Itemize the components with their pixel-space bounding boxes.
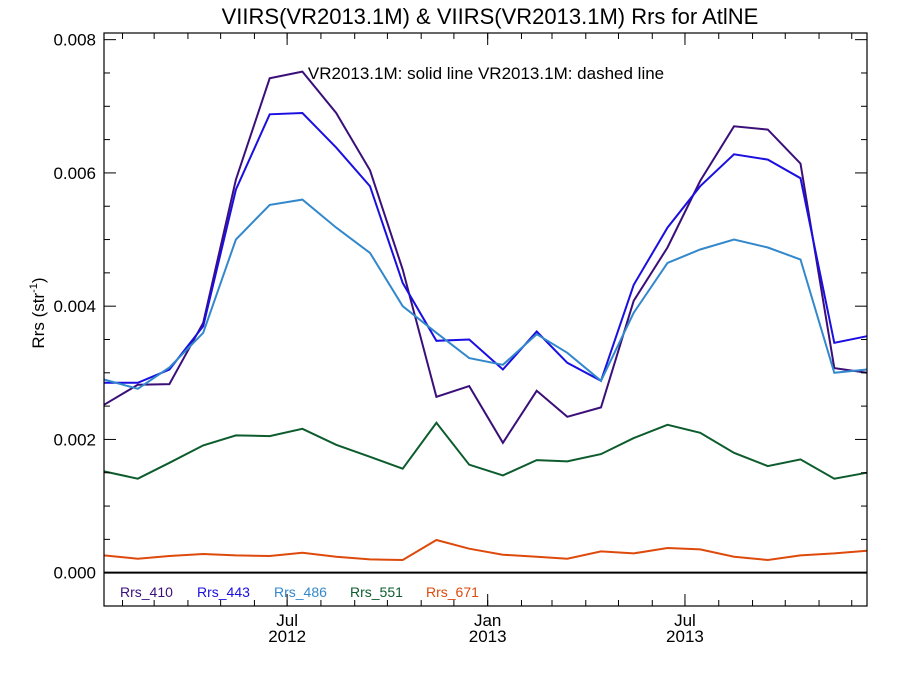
y-axis-label-sup: -1 bbox=[28, 283, 40, 293]
series-line-rrs-551 bbox=[103, 421, 868, 480]
y-tick-label: 0.008 bbox=[53, 31, 96, 50]
y-tick-label: 0.006 bbox=[53, 164, 96, 183]
series-line-rrs-410 bbox=[103, 70, 868, 445]
x-tick-label-month: Jul bbox=[276, 611, 298, 630]
series-line-rrs-486 bbox=[103, 198, 868, 390]
y-axis-label-main: Rrs (str bbox=[29, 293, 48, 349]
x-tick-label-month: Jul bbox=[674, 611, 696, 630]
x-tick-label-month: Jan bbox=[474, 611, 501, 630]
y-tick-label: 0.002 bbox=[53, 430, 96, 449]
y-axis: 0.000 0.002 0.004 0.006 0.008 bbox=[53, 31, 867, 583]
plot-frame bbox=[103, 32, 868, 607]
series-line-rrs-671 bbox=[103, 538, 868, 562]
legend-item-rrs-486: Rrs_486 bbox=[274, 584, 327, 600]
y-axis-label-tail: ) bbox=[29, 277, 48, 283]
chart-title: VIIRS(VR2013.1M) & VIIRS(VR2013.1M) Rrs … bbox=[222, 4, 759, 29]
chart-annotation: VR2013.1M: solid line VR2013.1M: dashed … bbox=[308, 64, 664, 83]
legend-item-rrs-443: Rrs_443 bbox=[197, 584, 250, 600]
y-axis-label: Rrs (str-1) bbox=[28, 277, 48, 348]
series-line-rrs-443 bbox=[104, 111, 868, 384]
x-tick-label-year: 2013 bbox=[666, 627, 704, 646]
y-tick-label: 0.004 bbox=[53, 297, 96, 316]
legend: Rrs_410 Rrs_443 Rrs_486 Rrs_551 Rrs_671 bbox=[120, 584, 479, 600]
series-layer bbox=[103, 70, 868, 562]
legend-item-rrs-410: Rrs_410 bbox=[120, 584, 173, 600]
y-tick-label: 0.000 bbox=[53, 564, 96, 583]
x-tick-label-year: 2013 bbox=[469, 627, 507, 646]
x-tick-label-year: 2012 bbox=[268, 627, 306, 646]
legend-item-rrs-551: Rrs_551 bbox=[350, 584, 403, 600]
legend-item-rrs-671: Rrs_671 bbox=[426, 584, 479, 600]
